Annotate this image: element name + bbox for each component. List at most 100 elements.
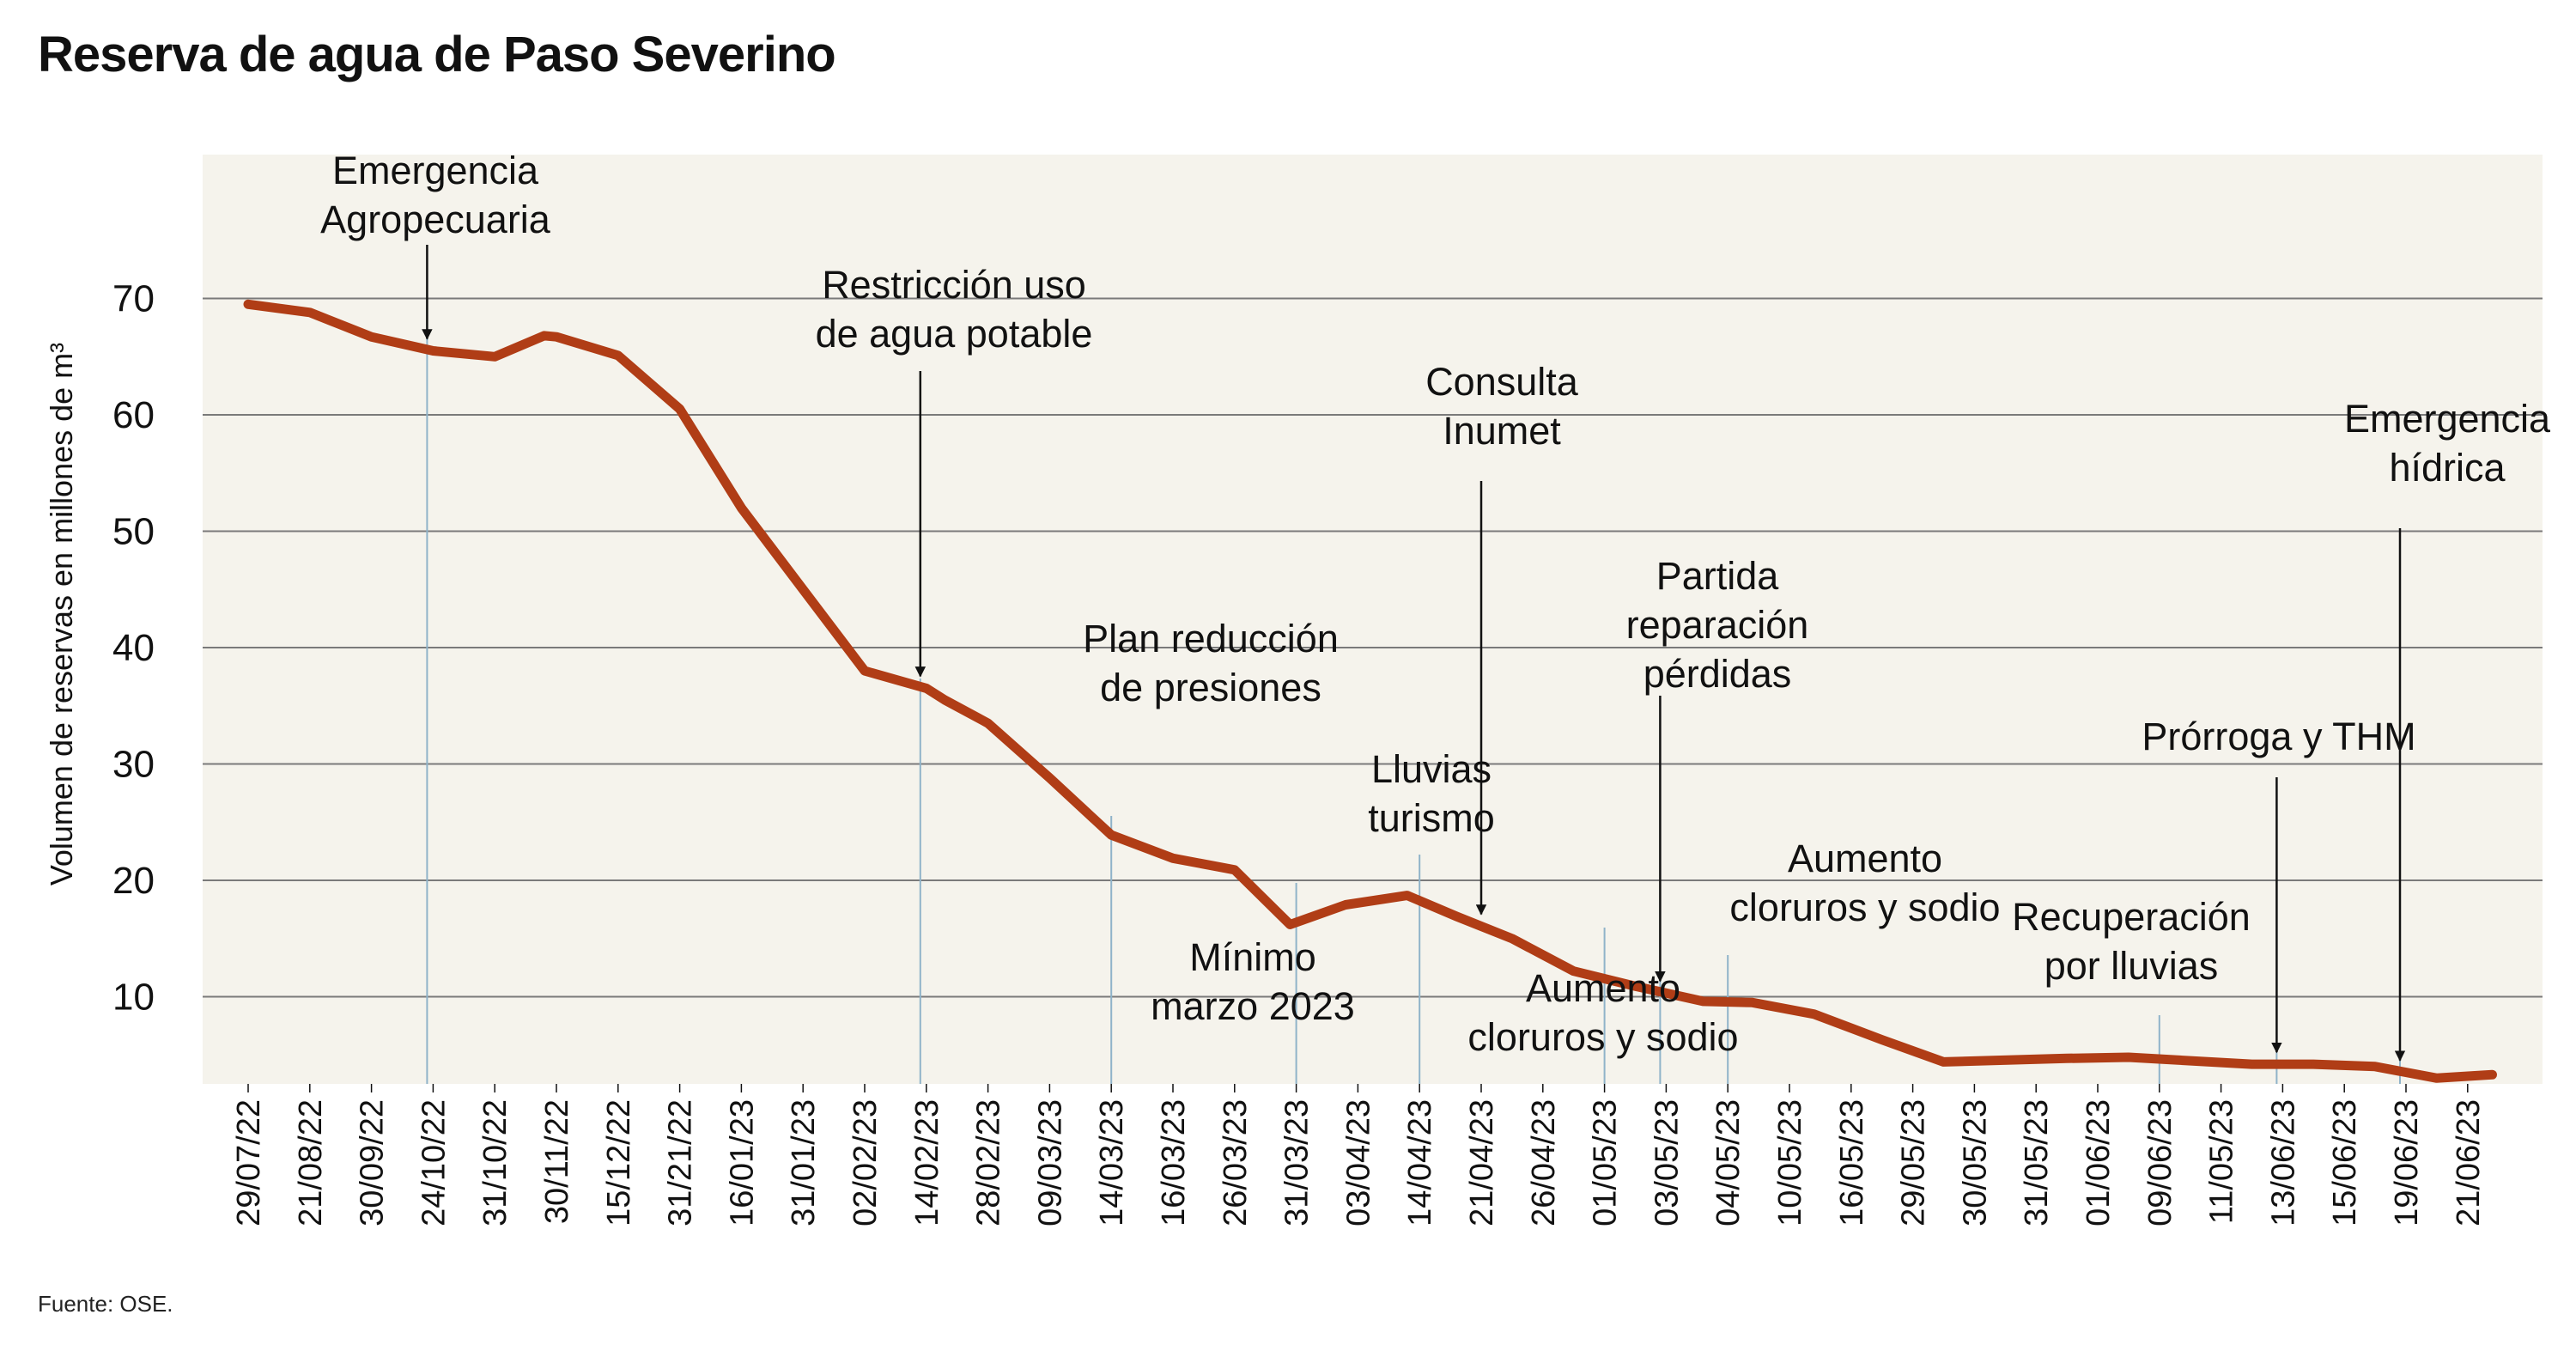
data-point bbox=[2249, 1062, 2255, 1068]
y-axis-ticks: 10 20 30 40 50 60 70 bbox=[112, 278, 155, 1019]
annotation-label: Prórroga y THM bbox=[2142, 715, 2415, 758]
data-point bbox=[1632, 983, 1638, 989]
series-line bbox=[243, 299, 2497, 1083]
annotation-line: reparación bbox=[1626, 603, 1809, 647]
data-point bbox=[738, 505, 744, 511]
annotation-line: Restricción uso bbox=[822, 263, 1086, 307]
data-point bbox=[2489, 1072, 2495, 1078]
x-tick-label: 28/02/23 bbox=[971, 1099, 1007, 1226]
x-tick-label: 29/05/23 bbox=[1896, 1099, 1932, 1226]
y-tick-label: 40 bbox=[112, 627, 155, 669]
data-point bbox=[1811, 1011, 1817, 1017]
data-point bbox=[862, 668, 867, 674]
data-point bbox=[492, 354, 498, 360]
annotation-line: Recuperación bbox=[2012, 895, 2251, 939]
x-axis-ticks: 29/07/22 21/08/22 30/09/22 24/10/22 31/10/22… bbox=[231, 1084, 2487, 1226]
annotation-line: Aumento bbox=[1788, 837, 1942, 880]
annotation-line: cloruros y sodio bbox=[1729, 885, 2000, 929]
annotation-line: Lluvias bbox=[1371, 747, 1492, 791]
annotation-line: Partida bbox=[1656, 554, 1780, 598]
annotation-line: Prórroga y THM bbox=[2142, 715, 2415, 758]
data-point bbox=[1509, 935, 1515, 941]
x-tick-label: 09/03/23 bbox=[1032, 1099, 1068, 1226]
y-tick-label: 50 bbox=[112, 511, 155, 553]
annotation-label: Plan reducción de presiones bbox=[1083, 617, 1339, 709]
data-point bbox=[942, 697, 948, 703]
data-point bbox=[985, 721, 991, 727]
x-tick-label: 16/05/23 bbox=[1834, 1099, 1870, 1226]
y-tick-label: 30 bbox=[112, 744, 155, 786]
data-point bbox=[430, 348, 436, 354]
annotation-line: cloruros y sodio bbox=[1467, 1015, 1738, 1059]
x-tick-label: 10/05/23 bbox=[1772, 1099, 1808, 1226]
x-tick-label: 14/03/23 bbox=[1094, 1099, 1130, 1226]
x-tick-label: 24/10/22 bbox=[416, 1099, 452, 1226]
data-point bbox=[541, 332, 547, 338]
x-tick-label: 01/05/23 bbox=[1588, 1099, 1624, 1226]
y-tick-label: 20 bbox=[112, 860, 155, 902]
data-point bbox=[800, 587, 806, 593]
x-tick-label: 02/02/23 bbox=[848, 1099, 884, 1226]
data-point bbox=[2372, 1063, 2379, 1069]
x-tick-label: 03/05/23 bbox=[1649, 1099, 1685, 1226]
data-point bbox=[554, 334, 559, 340]
data-point bbox=[677, 406, 683, 412]
data-point bbox=[1404, 892, 1410, 898]
annotation-label: Partida reparación pérdidas bbox=[1626, 554, 1809, 696]
annotation-line: Emergencia bbox=[332, 149, 539, 192]
data-point bbox=[1170, 855, 1176, 861]
data-point bbox=[368, 334, 374, 340]
x-tick-label: 16/01/23 bbox=[724, 1099, 760, 1226]
data-point bbox=[2125, 1055, 2131, 1060]
y-axis-label: Volumen de reservas en millones de m³ bbox=[44, 343, 79, 885]
data-point bbox=[2311, 1062, 2317, 1068]
x-tick-label: 21/06/23 bbox=[2451, 1099, 2487, 1226]
x-tick-label: 31/10/22 bbox=[477, 1099, 513, 1226]
data-point bbox=[307, 309, 313, 315]
x-tick-label: 15/12/22 bbox=[601, 1099, 637, 1226]
annotation-line: Emergencia bbox=[2344, 397, 2551, 441]
x-tick-label: 30/11/22 bbox=[539, 1099, 575, 1224]
y-tick-label: 70 bbox=[112, 278, 155, 320]
data-point bbox=[1749, 1000, 1755, 1006]
y-tick-label: 60 bbox=[112, 394, 155, 436]
annotation-line: Agropecuaria bbox=[320, 198, 551, 241]
data-point bbox=[1231, 867, 1237, 873]
annotation-line: de presiones bbox=[1100, 666, 1321, 709]
annotation-line: pérdidas bbox=[1643, 652, 1792, 696]
x-tick-label: 31/01/23 bbox=[786, 1099, 822, 1226]
x-tick-label: 16/03/23 bbox=[1156, 1099, 1192, 1226]
x-tick-label: 21/08/22 bbox=[293, 1099, 329, 1226]
x-tick-label: 11/05/23 bbox=[2204, 1099, 2240, 1224]
x-tick-label: 14/04/23 bbox=[1402, 1099, 1438, 1226]
data-series bbox=[243, 299, 2497, 1083]
annotations: Emergencia Agropecuaria Restricción uso de … bbox=[320, 149, 2551, 1062]
x-tick-label: 31/21/22 bbox=[663, 1099, 699, 1226]
y-tick-label: 10 bbox=[112, 977, 155, 1019]
annotation-line: Mínimo bbox=[1189, 935, 1316, 979]
data-point bbox=[615, 352, 621, 358]
annotation-line: Inumet bbox=[1443, 409, 1561, 453]
annotation-label: Aumento cloruros y sodio bbox=[1467, 966, 1738, 1059]
x-tick-label: 03/04/23 bbox=[1340, 1099, 1376, 1226]
data-point bbox=[1047, 775, 1053, 781]
annotation-line: por lluvias bbox=[2044, 944, 2219, 988]
source-note: Fuente: OSE. bbox=[38, 1291, 173, 1317]
x-tick-label: 26/03/23 bbox=[1218, 1099, 1254, 1226]
annotation-line: Plan reducción bbox=[1083, 617, 1339, 660]
x-tick-label: 09/06/23 bbox=[2142, 1099, 2178, 1226]
annotation-label: Lluvias turismo bbox=[1368, 747, 1495, 840]
event-marker-lines bbox=[426, 305, 2401, 1084]
annotation-label: Emergencia hídrica bbox=[2344, 397, 2551, 490]
data-point bbox=[1109, 832, 1115, 838]
data-point bbox=[1571, 968, 1577, 974]
annotation-line: Consulta bbox=[1425, 360, 1579, 404]
data-point bbox=[1454, 914, 1460, 919]
x-tick-label: 04/05/23 bbox=[1710, 1099, 1747, 1226]
annotation-label: Emergencia Agropecuaria bbox=[320, 149, 551, 241]
x-tick-label: 30/05/23 bbox=[1957, 1099, 1993, 1226]
annotation-line: de agua potable bbox=[816, 312, 1093, 356]
annotation-line: hídrica bbox=[2389, 446, 2506, 490]
x-tick-label: 19/06/23 bbox=[2389, 1099, 2425, 1226]
